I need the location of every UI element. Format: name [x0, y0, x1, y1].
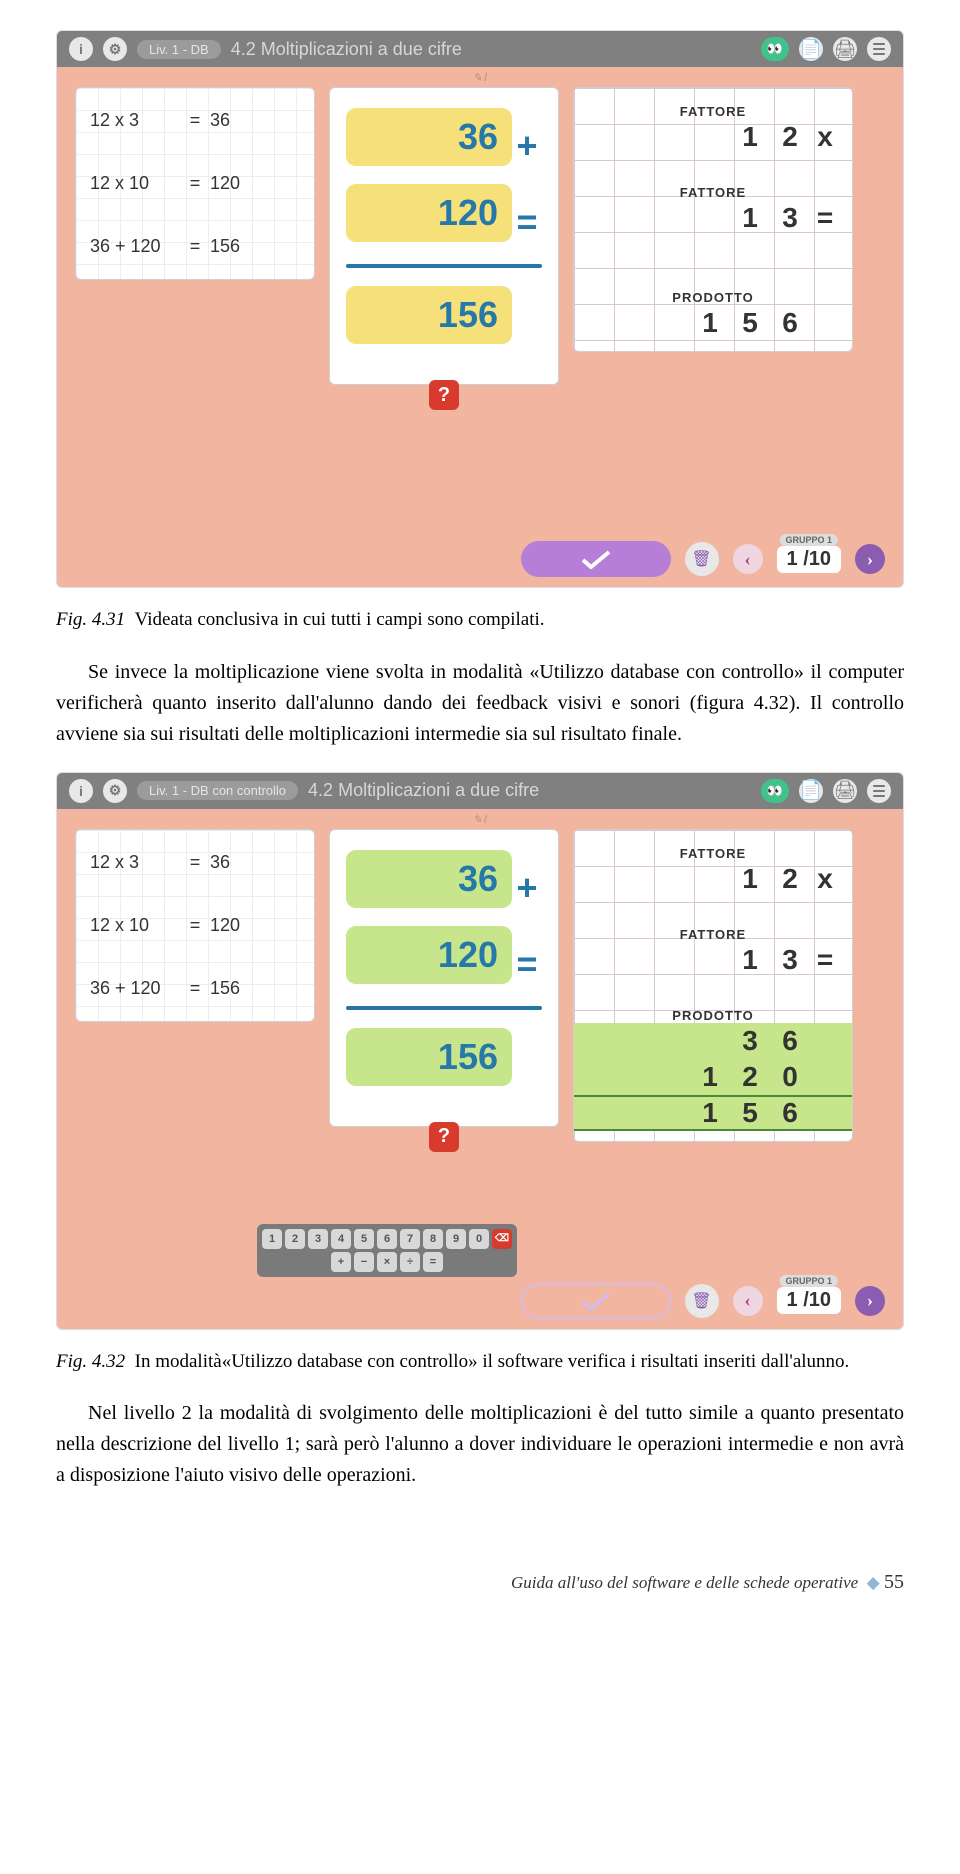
decorative-sketch: ✎⌇	[473, 71, 488, 84]
product-label: PRODOTTO	[574, 290, 852, 305]
fig-caption-1: Fig. 4.31 Videata conclusiva in cui tutt…	[56, 606, 904, 635]
numpad: 1 2 3 4 5 6 7 8 9 0 ⌫ + − × ÷ =	[257, 1224, 517, 1277]
numpad-key[interactable]: ×	[377, 1252, 397, 1272]
factor-label: FATTORE	[574, 185, 852, 200]
numpad-delete[interactable]: ⌫	[492, 1229, 512, 1249]
app-body: ✎⌇ 12 x 3=36 12 x 10=120 36 + 120=156 36…	[57, 809, 903, 1329]
menu-icon[interactable]	[867, 779, 891, 803]
factor-1-row: 12x	[574, 119, 852, 155]
numpad-key[interactable]: 6	[377, 1229, 397, 1249]
next-button[interactable]: ›	[855, 1286, 885, 1316]
factor-panel: FATTORE 12x FATTORE 13= PRODOTTO 36. 120…	[573, 829, 853, 1142]
doc-icon[interactable]: 📄	[799, 779, 823, 803]
eq-lhs: 12 x 3	[90, 110, 180, 131]
calc-panel: 36 + 120 = 156 = ?	[329, 87, 559, 385]
calc-result[interactable]: 156	[346, 286, 512, 344]
numpad-key[interactable]: −	[354, 1252, 374, 1272]
numpad-key[interactable]: 8	[423, 1229, 443, 1249]
numpad-key[interactable]: ÷	[400, 1252, 420, 1272]
numpad-key[interactable]: +	[331, 1252, 351, 1272]
factor-label: FATTORE	[574, 104, 852, 119]
numpad-key[interactable]: 0	[469, 1229, 489, 1249]
app-topbar: i ⚙ Liv. 1 - DB con controllo 4.2 Moltip…	[57, 773, 903, 809]
numpad-key[interactable]: 5	[354, 1229, 374, 1249]
print-icon[interactable]: 🖨	[833, 779, 857, 803]
next-button[interactable]: ›	[855, 544, 885, 574]
lesson-title: 4.2 Moltiplicazioni a due cifre	[231, 39, 751, 60]
check-button[interactable]	[521, 1283, 671, 1319]
equation-row: 12 x 10 = 120	[90, 173, 300, 194]
factor-2-row: 13=	[574, 200, 852, 236]
product-step-row[interactable]: 120.	[574, 1059, 852, 1095]
numpad-key[interactable]: 9	[446, 1229, 466, 1249]
level-pill: Liv. 1 - DB	[137, 40, 221, 59]
trash-button[interactable]: 🗑	[685, 1284, 719, 1318]
page-footer: Guida all'uso del software e delle sched…	[56, 1571, 904, 1594]
body-paragraph-2: Nel livello 2 la modalità di svolgimento…	[56, 1398, 904, 1491]
calc-bar	[346, 264, 542, 268]
equations-panel: 12 x 3 = 36 12 x 10 = 120 36 + 120 = 156	[75, 87, 315, 280]
app-topbar: i ⚙ Liv. 1 - DB 4.2 Moltiplicazioni a du…	[57, 31, 903, 67]
app-bottombar: 🗑 ‹ GRUPPO 1 1 /10 ›	[57, 1283, 903, 1319]
equations-panel: 12 x 3=36 12 x 10=120 36 + 120=156	[75, 829, 315, 1022]
numpad-key[interactable]: 4	[331, 1229, 351, 1249]
calc-value-2[interactable]: 120	[346, 184, 512, 242]
trash-button[interactable]: 🗑	[685, 542, 719, 576]
equation-row: 12 x 3 = 36	[90, 110, 300, 131]
product-final-row[interactable]: 156.	[574, 1095, 852, 1131]
fig-caption-2: Fig. 4.32 In modalità«Utilizzo database …	[56, 1348, 904, 1377]
calc-value-1[interactable]: 36	[346, 108, 512, 166]
numpad-key[interactable]: 3	[308, 1229, 328, 1249]
print-icon[interactable]: 🖨	[833, 37, 857, 61]
numpad-key[interactable]: 7	[400, 1229, 420, 1249]
menu-icon[interactable]	[867, 37, 891, 61]
screenshot-1: i ⚙ Liv. 1 - DB 4.2 Moltiplicazioni a du…	[56, 30, 904, 588]
gear-icon[interactable]: ⚙	[103, 779, 127, 803]
calc-panel: 36+ 120= 156= ?	[329, 829, 559, 1127]
eyes-icon[interactable]: 👀	[761, 37, 789, 61]
info-icon[interactable]: i	[69, 37, 93, 61]
calc-value-1[interactable]: 36	[346, 850, 512, 908]
app-body: ✎⌇ 12 x 3 = 36 12 x 10 = 120 36 + 12	[57, 67, 903, 587]
product-step-row[interactable]: 36.	[574, 1023, 852, 1059]
page-indicator: GRUPPO 1 1 /10	[777, 546, 842, 573]
gear-icon[interactable]: ⚙	[103, 37, 127, 61]
screenshot-2: i ⚙ Liv. 1 - DB con controllo 4.2 Moltip…	[56, 772, 904, 1330]
body-paragraph-1: Se invece la moltiplicazione viene svolt…	[56, 657, 904, 750]
factor-panel: FATTORE 12x FATTORE 13= PRODOTTO 156.	[573, 87, 853, 352]
prev-button[interactable]: ‹	[733, 544, 763, 574]
page-indicator: GRUPPO 1 1 /10	[777, 1287, 842, 1314]
calc-op-eq: =	[512, 201, 542, 243]
equation-row: 36 + 120 = 156	[90, 236, 300, 257]
numpad-key[interactable]: 1	[262, 1229, 282, 1249]
calc-result[interactable]: 156	[346, 1028, 512, 1086]
calc-value-2[interactable]: 120	[346, 926, 512, 984]
prev-button[interactable]: ‹	[733, 1286, 763, 1316]
doc-icon[interactable]: 📄	[799, 37, 823, 61]
numpad-key[interactable]: 2	[285, 1229, 305, 1249]
help-button[interactable]: ?	[429, 1122, 459, 1152]
check-button[interactable]	[521, 541, 671, 577]
numpad-key[interactable]: =	[423, 1252, 443, 1272]
lesson-title: 4.2 Moltiplicazioni a due cifre	[308, 780, 751, 801]
calc-op-plus: +	[512, 125, 542, 167]
help-button[interactable]: ?	[429, 380, 459, 410]
product-row[interactable]: 156.	[574, 305, 852, 341]
decorative-sketch: ✎⌇	[473, 813, 488, 826]
info-icon[interactable]: i	[69, 779, 93, 803]
group-label: GRUPPO 1	[779, 534, 838, 546]
app-bottombar: 🗑 ‹ GRUPPO 1 1 /10 ›	[57, 541, 903, 577]
calc-bar	[346, 1006, 542, 1010]
eyes-icon[interactable]: 👀	[761, 779, 789, 803]
level-pill: Liv. 1 - DB con controllo	[137, 781, 298, 800]
